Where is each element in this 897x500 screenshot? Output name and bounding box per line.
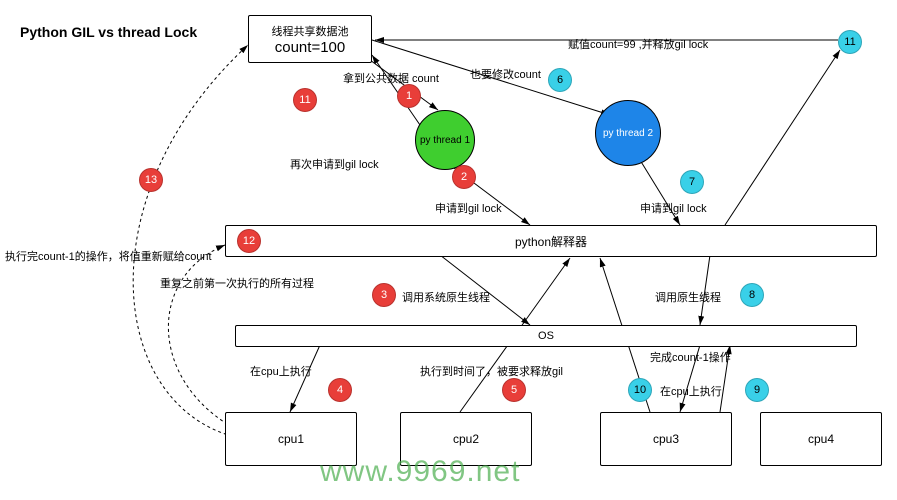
badge-10: 10: [628, 378, 652, 402]
badge-6: 6: [548, 68, 572, 92]
label-6b: 赋值count=99 ,并释放gil lock: [568, 36, 708, 52]
badge-5: 5: [502, 378, 526, 402]
badge-11c: 11: [838, 30, 862, 54]
label-7: 申请到gil lock: [640, 200, 707, 216]
badge-11r: 11: [293, 88, 317, 112]
thread2-label: py thread 2: [603, 128, 653, 139]
badge-9: 9: [745, 378, 769, 402]
label-2: 申请到gil lock: [435, 200, 502, 216]
label-3: 调用系统原生线程: [402, 289, 490, 305]
badge-8: 8: [740, 283, 764, 307]
badge-1: 1: [397, 84, 421, 108]
badge-12: 12: [237, 229, 261, 253]
pool-line1: 线程共享数据池: [272, 23, 349, 39]
label-12: 重复之前第一次执行的所有过程: [160, 275, 314, 291]
diagram-canvas: Python GIL vs thread Lock: [0, 0, 897, 500]
label-6a: 也要修改count: [470, 66, 541, 82]
badge-2: 2: [452, 165, 476, 189]
label-9b: 完成count-1操作: [650, 349, 731, 365]
label-11: 再次申请到gil lock: [290, 156, 379, 172]
node-thread1: py thread 1: [415, 110, 475, 170]
box-cpu3: cpu3: [600, 412, 732, 466]
thread1-label: py thread 1: [420, 135, 470, 146]
label-9a: 在cpu上执行: [660, 383, 722, 399]
box-interpreter: python解释器: [225, 225, 877, 257]
node-thread2: py thread 2: [595, 100, 661, 166]
pool-line2: count=100: [275, 39, 345, 56]
label-1: 拿到公共数据 count: [343, 70, 439, 86]
badge-13: 13: [139, 168, 163, 192]
box-os: OS: [235, 325, 857, 347]
box-shared-pool: 线程共享数据池 count=100: [248, 15, 372, 63]
box-cpu4: cpu4: [760, 412, 882, 466]
badge-3: 3: [372, 283, 396, 307]
watermark-text: www.9969.net: [320, 455, 520, 489]
badge-4: 4: [328, 378, 352, 402]
badge-7: 7: [680, 170, 704, 194]
label-5: 执行到时间了，被要求释放gil: [420, 363, 563, 379]
label-13: 执行完count-1的操作，将值重新赋给count: [5, 248, 212, 264]
label-8: 调用原生线程: [655, 289, 721, 305]
label-4: 在cpu上执行: [250, 363, 312, 379]
